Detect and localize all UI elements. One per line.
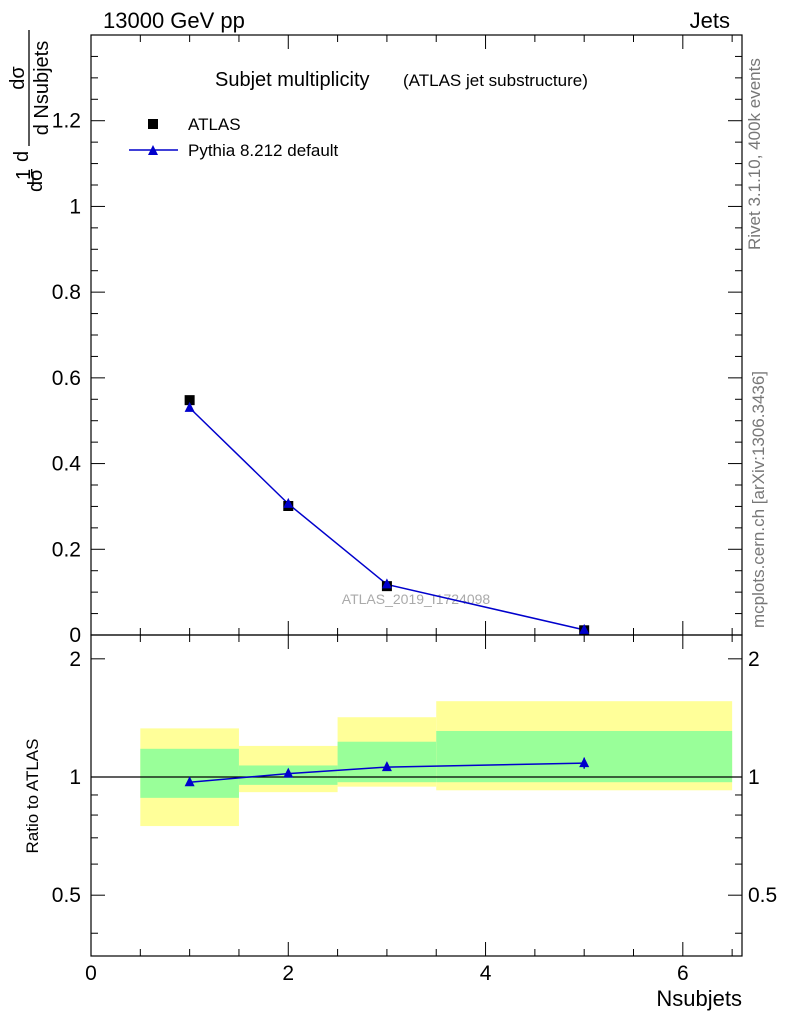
- header-left: 13000 GeV pp: [103, 8, 245, 33]
- ratio-band-green: [140, 748, 239, 798]
- mcplots-label: mcplots.cern.ch [arXiv:1306.3436]: [749, 371, 768, 628]
- legend: ATLAS Pythia 8.212 default: [129, 115, 339, 160]
- pythia-marker: [579, 623, 590, 634]
- ratio-ytick-label-right: 0.5: [748, 884, 777, 907]
- legend-atlas-marker: [148, 119, 158, 129]
- ratio-marker: [184, 776, 195, 787]
- main-ytick-label: 1.2: [52, 110, 81, 133]
- ylabel-d2: d: [11, 151, 33, 162]
- plot-subtitle: (ATLAS jet substructure): [403, 71, 588, 90]
- x-axis-label: Nsubjets: [656, 986, 742, 1011]
- ylabel-denom: d Nsubjets: [31, 41, 53, 136]
- x-tick-label: 4: [480, 962, 492, 985]
- plot-title: Subjet multiplicity: [215, 69, 370, 91]
- x-tick-label: 0: [85, 962, 97, 985]
- ylabel-sigma: σ: [25, 168, 47, 181]
- x-tick-labels: 0 2 4 6: [85, 962, 689, 985]
- ratio-marker: [283, 767, 294, 778]
- main-ytick-label: 0.2: [52, 538, 81, 561]
- header-right: Jets: [690, 8, 730, 33]
- ratio-ytick-label-left: 2: [69, 648, 81, 671]
- ratio-line: [189, 762, 585, 783]
- ratio-frame: [90, 634, 743, 957]
- main-series: [184, 395, 590, 636]
- ratio-series: [184, 757, 590, 787]
- pythia-marker: [381, 578, 392, 589]
- legend-pythia-label: Pythia 8.212 default: [188, 141, 339, 160]
- ratio-ylabel: Ratio to ATLAS: [23, 739, 42, 854]
- main-ytick-label: 1: [69, 195, 81, 218]
- ratio-bands: [140, 701, 733, 827]
- ratio-panel: 0.5 0.5 1 1 2 2 0 2 4 6 Ratio to ATLAS Nsubjets: [23, 634, 777, 1011]
- watermark: ATLAS_2019_I1724098: [342, 591, 491, 607]
- ratio-band-green: [436, 730, 733, 783]
- main-ytick-label: 0: [69, 624, 81, 647]
- main-ylabel: d 1 σ d dσ d Nsubjets: [7, 30, 53, 192]
- ratio-marker: [579, 757, 590, 768]
- ratio-ytick-label-right: 1: [748, 766, 760, 789]
- rivet-label: Rivet 3.1.10, 400k events: [745, 58, 764, 250]
- main-ytick-label: 0.6: [52, 367, 81, 390]
- main-ytick-labels: 0 0.2 0.4 0.6 0.8 1 1.2: [52, 110, 82, 647]
- legend-pythia-marker: [148, 145, 158, 155]
- ratio-ytick-labels: 0.5 0.5 1 1 2 2: [52, 648, 777, 907]
- ylabel-one: 1: [13, 169, 35, 180]
- legend-atlas-label: ATLAS: [188, 115, 241, 134]
- x-tick-label: 6: [677, 962, 689, 985]
- pythia-marker: [283, 497, 294, 508]
- main-ytick-label: 0.4: [52, 453, 82, 476]
- x-tick-label: 2: [282, 962, 294, 985]
- ratio-ytick-label-left: 0.5: [52, 884, 81, 907]
- main-ytick-label: 0.8: [52, 281, 81, 304]
- pythia-line: [189, 407, 585, 631]
- atlas-marker: [184, 395, 195, 406]
- ratio-marker: [381, 761, 392, 772]
- ylabel-d: d: [25, 181, 47, 192]
- main-panel: 0 0.2 0.4 0.6 0.8 1 1.2 Subjet multiplicity (A…: [52, 34, 743, 647]
- ratio-ytick-label-left: 1: [69, 766, 81, 789]
- ylabel-dsigma: dσ: [7, 66, 29, 90]
- ratio-ytick-label-right: 2: [748, 648, 760, 671]
- pythia-marker: [184, 401, 195, 412]
